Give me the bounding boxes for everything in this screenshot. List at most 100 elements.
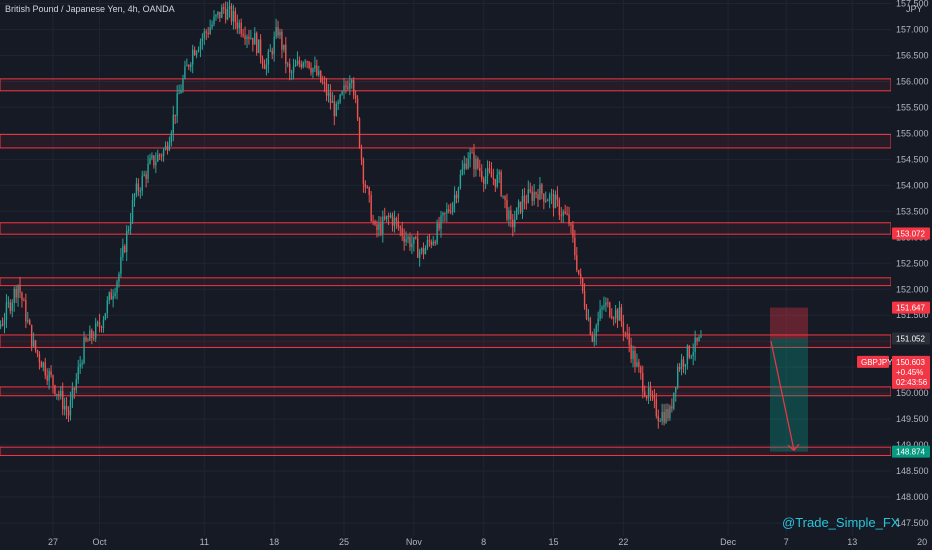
- x-tick-label: 8: [481, 537, 486, 547]
- candle-body: [96, 322, 99, 324]
- candle-body: [562, 211, 564, 216]
- candle-body: [339, 94, 341, 103]
- grid-lines: [0, 0, 923, 536]
- candle-body: [599, 309, 601, 319]
- candle-body: [254, 33, 256, 45]
- candle-body: [380, 223, 382, 234]
- candles: [0, 0, 702, 429]
- candle-body: [547, 200, 549, 202]
- y-tick-label: 157.500: [896, 0, 929, 9]
- candle-body: [333, 101, 335, 117]
- candle-body: [131, 200, 134, 222]
- x-tick-label: Dec: [720, 537, 737, 547]
- candle-body: [700, 336, 702, 338]
- candle-body: [465, 163, 467, 169]
- candle-body: [240, 22, 242, 34]
- candle-body: [58, 394, 60, 396]
- candle-body: [640, 366, 642, 374]
- candle-body: [195, 51, 198, 56]
- candle-body: [250, 37, 252, 39]
- candle-body: [508, 210, 510, 220]
- candle-body: [285, 44, 287, 65]
- candle-body: [230, 6, 233, 22]
- candle-body: [587, 318, 590, 320]
- y-tick-label: 152.500: [896, 258, 929, 268]
- candle-body: [655, 399, 658, 417]
- candle-body: [545, 200, 547, 202]
- candle-body: [519, 201, 522, 213]
- candle-body: [201, 38, 204, 42]
- candle-body: [226, 8, 229, 20]
- candle-body: [331, 101, 334, 103]
- candle-body: [127, 229, 130, 231]
- candle-body: [684, 364, 687, 367]
- candle-body: [65, 406, 68, 411]
- candle-body: [281, 31, 283, 50]
- candle-body: [112, 296, 114, 300]
- candle-body: [488, 168, 491, 172]
- candle-body: [494, 178, 497, 187]
- candle-body: [440, 215, 442, 229]
- price-zone: [0, 277, 892, 287]
- candle-body: [422, 248, 425, 255]
- candle-body: [157, 154, 159, 162]
- candle-body: [110, 292, 112, 300]
- candle-body: [407, 237, 409, 240]
- candle-body: [671, 406, 673, 409]
- candle-body: [184, 66, 186, 79]
- candle-body: [102, 319, 105, 328]
- candle-body: [376, 224, 378, 230]
- candle-body: [688, 345, 691, 358]
- candle-body: [100, 327, 103, 329]
- candle-body: [211, 24, 213, 28]
- candle-body: [126, 230, 128, 252]
- candle-body: [673, 392, 675, 409]
- candle-body: [223, 7, 225, 9]
- candle-body: [23, 300, 25, 302]
- candle-body: [116, 281, 118, 293]
- candle-body: [36, 350, 39, 354]
- candle-body: [50, 371, 52, 376]
- candle-body: [453, 194, 456, 204]
- candle-body: [486, 168, 489, 177]
- x-tick-label: 7: [784, 537, 789, 547]
- candle-body: [337, 102, 339, 104]
- candle-body: [622, 321, 625, 333]
- candle-body: [168, 142, 171, 151]
- current-price-text: +0.45%: [896, 368, 923, 377]
- candle-body: [690, 356, 692, 358]
- candle-body: [34, 340, 37, 351]
- candle-body: [318, 70, 320, 75]
- y-tick-label: 151.500: [896, 310, 929, 320]
- candle-body: [579, 273, 582, 279]
- candle-body: [585, 307, 588, 319]
- candle-body: [91, 330, 93, 339]
- time-axis[interactable]: 27 Oct 11 18 25 Nov 8 15 22 Dec 7 13 20: [0, 536, 932, 550]
- candle-body: [207, 32, 209, 34]
- candle-body: [645, 396, 648, 399]
- price-badge: [892, 332, 930, 345]
- short-position-tool[interactable]: [770, 307, 808, 452]
- candle-body: [149, 157, 151, 164]
- current-price-text: 150.603: [896, 358, 925, 367]
- candle-body: [415, 237, 417, 239]
- candle-body: [56, 394, 58, 396]
- candle-body: [607, 302, 609, 304]
- x-tick-label: 15: [549, 537, 559, 547]
- candle-body: [164, 146, 167, 150]
- candle-body: [510, 210, 512, 220]
- candle-body: [133, 194, 136, 201]
- candle-body: [25, 300, 27, 322]
- candle-body: [306, 61, 308, 63]
- current-price-badge: [892, 355, 930, 389]
- candle-body: [81, 362, 83, 365]
- candle-body: [514, 219, 516, 228]
- candle-body: [676, 366, 679, 388]
- candle-body: [552, 194, 555, 209]
- price-badge-text: 151.647: [896, 304, 925, 313]
- candle-body: [13, 288, 15, 303]
- candle-body: [108, 292, 110, 301]
- candle-body: [574, 237, 576, 256]
